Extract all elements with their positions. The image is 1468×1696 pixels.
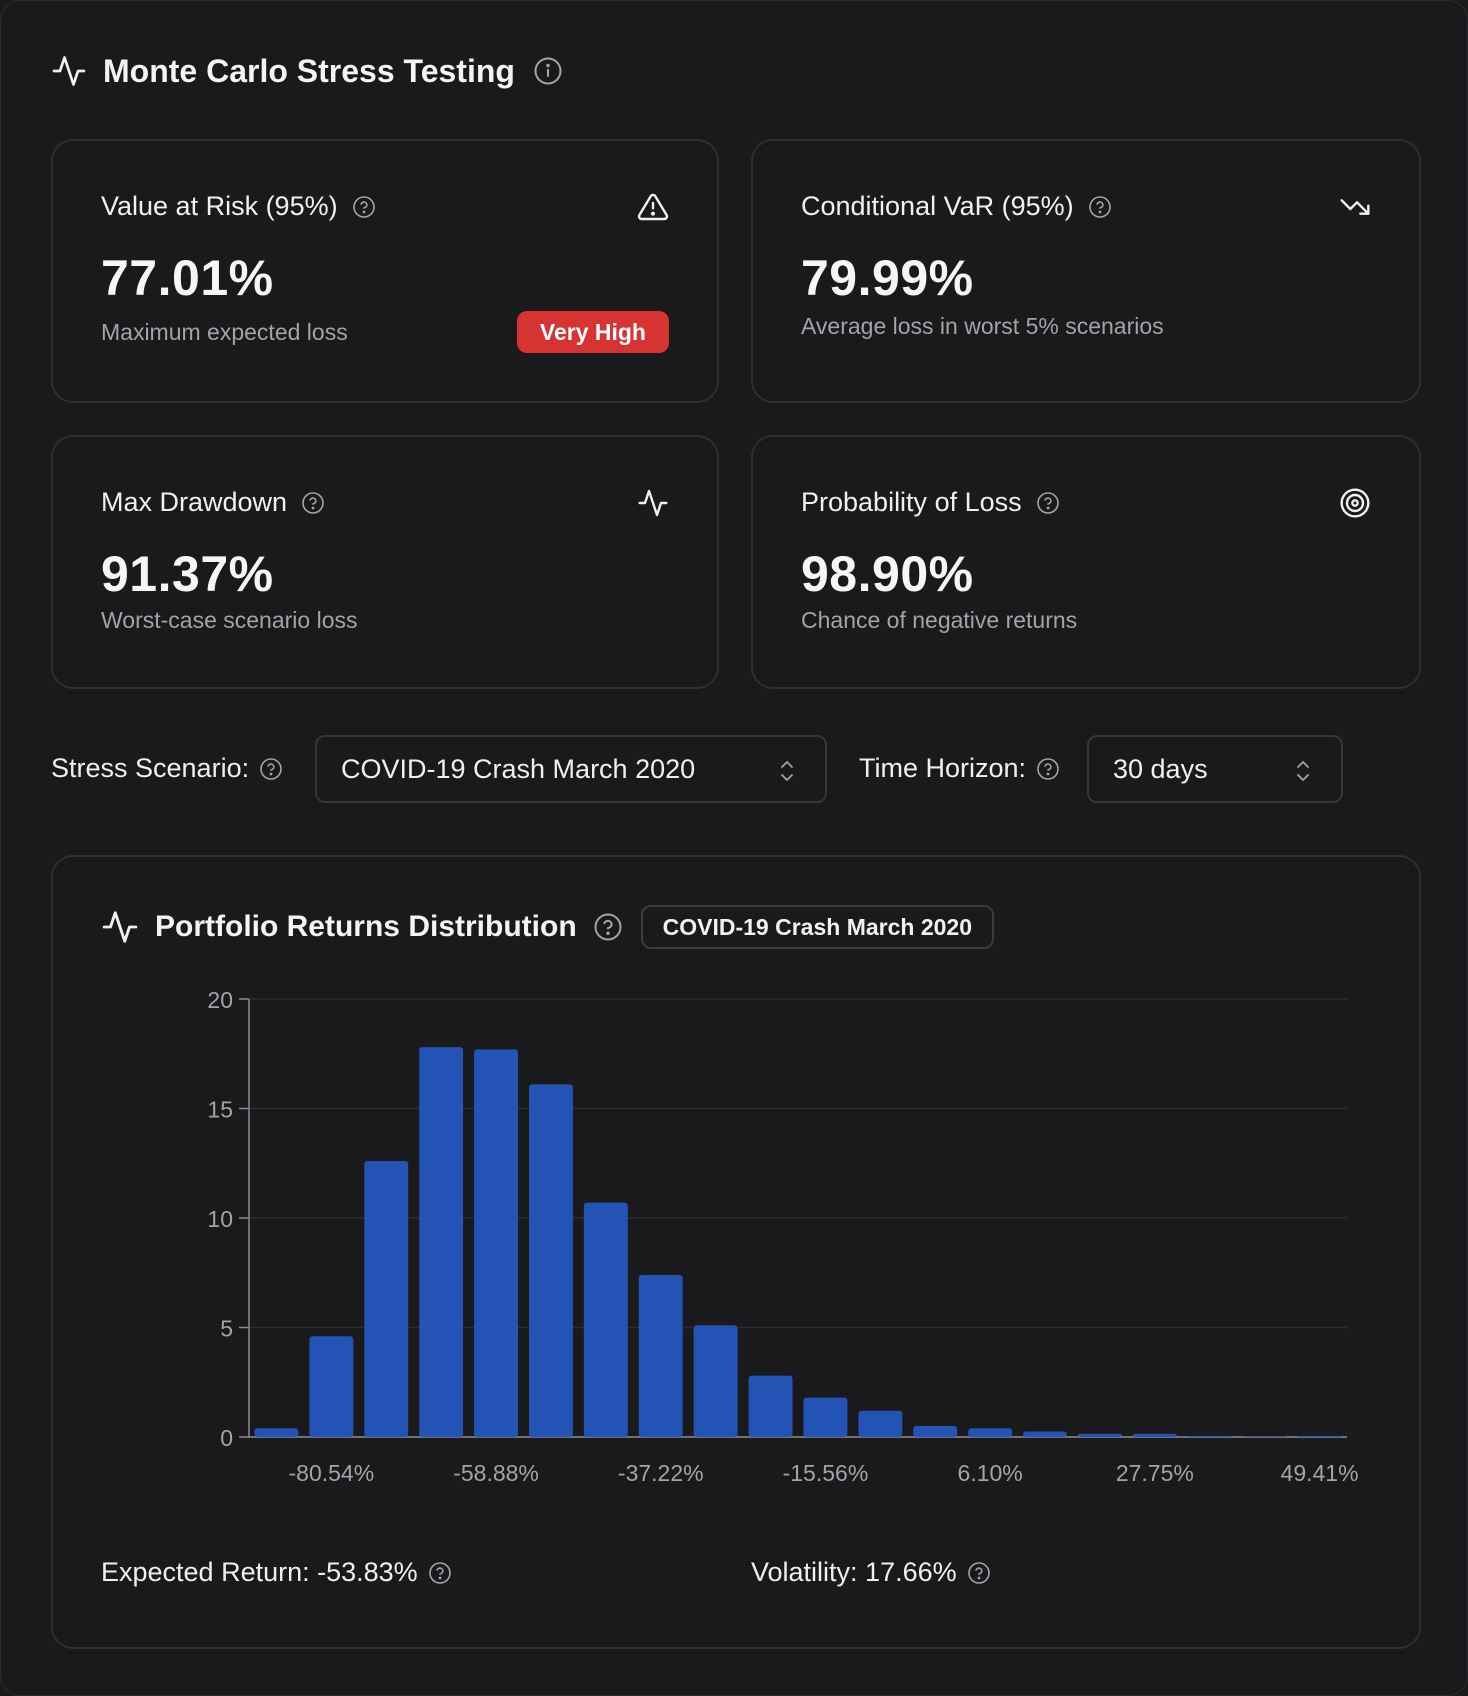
metric-card-prob-loss: Probability of Loss 98.90% Chance of neg… [751,435,1421,689]
metric-title: Max Drawdown [101,487,288,517]
activity-icon [51,53,87,89]
histogram-bar [748,1375,793,1437]
stress-scenario-value: COVID-19 Crash March 2020 [341,753,696,784]
stress-scenario-label: Stress Scenario: [51,753,283,784]
stress-scenario-label-text: Stress Scenario: [51,753,250,783]
histogram-bar [419,1047,464,1437]
time-horizon-select[interactable]: 30 days [1087,735,1343,803]
help-icon[interactable] [301,491,325,515]
y-tick-label: 10 [207,1206,233,1232]
help-icon[interactable] [1036,757,1060,781]
panel-header: Monte Carlo Stress Testing [51,45,563,97]
x-tick-label: 49.41% [1281,1460,1359,1486]
scenario-badge: COVID-19 Crash March 2020 [640,905,994,949]
help-icon[interactable] [967,1561,991,1585]
activity-icon [101,908,139,946]
histogram-bar [254,1428,299,1437]
stress-scenario-select[interactable]: COVID-19 Crash March 2020 [315,735,827,803]
histogram-bar [1077,1433,1122,1437]
histogram-bar [364,1161,409,1437]
help-icon[interactable] [352,195,376,219]
time-horizon-label-text: Time Horizon: [859,753,1027,783]
x-tick-label: -80.54% [289,1460,375,1486]
help-icon[interactable] [1088,195,1112,219]
x-tick-label: 6.10% [958,1460,1023,1486]
metric-title: Conditional VaR (95%) [801,191,1074,221]
time-horizon-label: Time Horizon: [859,753,1060,784]
scenario-controls: Stress Scenario: COVID-19 Crash March 20… [51,735,1391,807]
x-tick-label: -58.88% [453,1460,539,1486]
histogram-chart: 0 5 10 15 20 -80.54% -58.88% -37.22% -15.56% 6.10… [207,987,1359,1486]
chevron-up-down-icon [775,757,799,785]
y-tick-label: 0 [220,1425,233,1451]
x-tick-label: -37.22% [618,1460,704,1486]
histogram-bar [583,1202,628,1437]
histogram-bar [309,1336,354,1437]
info-icon[interactable] [533,56,563,86]
histogram-bar [638,1274,683,1437]
returns-distribution-card: Portfolio Returns Distribution COVID-19 … [51,855,1421,1649]
histogram-bar [1242,1436,1287,1437]
histogram-bar [1023,1431,1068,1437]
metric-card-drawdown: Max Drawdown 91.37% Worst-case scenario … [51,435,719,689]
page-title: Monte Carlo Stress Testing [103,52,515,89]
risk-badge: Very High [516,311,669,353]
histogram-bar [1132,1433,1177,1437]
metric-description: Maximum expected loss [101,319,348,345]
histogram-bar [528,1084,573,1437]
help-icon[interactable] [1036,491,1060,515]
target-icon [1339,487,1371,519]
histogram-bar [1187,1435,1232,1437]
volatility-text: Volatility: 17.66% [751,1557,957,1587]
metric-description: Average loss in worst 5% scenarios [801,313,1164,339]
metric-description: Worst-case scenario loss [101,607,358,633]
histogram-bar [858,1410,903,1437]
metric-value: 98.90% [801,546,974,602]
histogram-bar [474,1049,519,1437]
metric-value: 77.01% [101,250,274,306]
y-tick-label: 20 [207,987,233,1013]
metric-title: Probability of Loss [801,487,1022,517]
volatility-stat: Volatility: 17.66% [751,1557,991,1588]
metric-value: 91.37% [101,546,274,602]
activity-icon [637,487,669,519]
y-tick-label: 15 [207,1097,233,1123]
expected-return-text: Expected Return: -53.83% [101,1557,418,1587]
help-icon[interactable] [593,912,623,942]
metric-card-cvar: Conditional VaR (95%) 79.99% Average los… [751,139,1421,403]
metric-description: Chance of negative returns [801,607,1078,633]
chart-title: Portfolio Returns Distribution [155,910,577,943]
chevron-up-down-icon [1291,757,1315,785]
chart-header: Portfolio Returns Distribution COVID-19 … [101,905,994,949]
x-tick-label: -15.56% [783,1460,869,1486]
histogram-bar [693,1325,738,1437]
metric-card-var: Value at Risk (95%) 77.01% Maximum expec… [51,139,719,403]
y-tick-label: 5 [220,1316,233,1342]
metric-value: 79.99% [801,250,974,306]
histogram-bar [1297,1435,1342,1437]
trending-down-icon [1339,191,1371,223]
time-horizon-value: 30 days [1113,753,1208,784]
help-icon[interactable] [259,757,283,781]
histogram-bar [968,1428,1013,1437]
x-tick-label: 27.75% [1116,1460,1194,1486]
help-icon[interactable] [428,1561,452,1585]
expected-return-stat: Expected Return: -53.83% [101,1557,452,1588]
histogram-bar [803,1397,848,1437]
alert-triangle-icon [637,191,669,223]
histogram-bar [913,1426,958,1437]
metric-title: Value at Risk (95%) [101,191,338,221]
